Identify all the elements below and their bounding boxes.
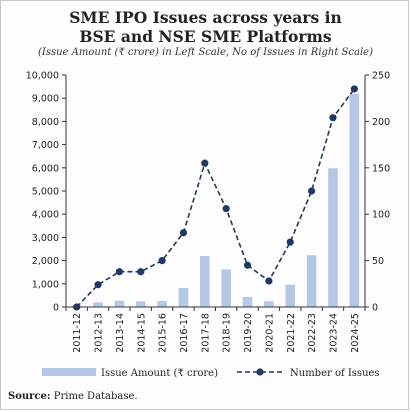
line-point-2021-22 (286, 238, 294, 246)
chart-title-line1: SME IPO Issues across years in (69, 8, 342, 27)
line-point-2015-16 (158, 257, 166, 265)
bar-2017-18 (200, 255, 210, 307)
line-point-2024-25 (350, 85, 358, 93)
left-tick-label-0: 0 (53, 303, 59, 314)
axes-group: 0 1,000 2,000 3,000 4,000 5,000 6,000 7,000 8,00… (26, 71, 390, 353)
left-tick-label-2000: 2,000 (32, 256, 59, 267)
right-tick-label-100: 100 (372, 210, 390, 221)
left-tick-label-3000: 3,000 (32, 233, 59, 244)
x-tick-label-2011-12: 2011-12 (72, 313, 83, 353)
x-tick-label-2015-16: 2015-16 (158, 313, 169, 353)
left-tick-label-8000: 8,000 (32, 117, 59, 128)
x-tick-label-2022-23: 2022-23 (307, 313, 318, 353)
right-tick-label-0: 0 (372, 303, 378, 314)
bars-group (71, 93, 360, 308)
line-point-2020-21 (265, 277, 273, 285)
left-tick-label-7000: 7,000 (32, 140, 59, 151)
line-point-2012-13 (94, 281, 102, 289)
line-point-2014-15 (137, 268, 145, 276)
bar-2015-16 (157, 300, 167, 307)
bar-2013-14 (114, 300, 125, 307)
bar-2016-17 (178, 287, 189, 307)
left-tick-label-9000: 9,000 (32, 94, 59, 105)
chart-subtitle: (Issue Amount (₹ crore) in Left Scale, N… (38, 47, 373, 58)
legend-line-label: Number of Issues (290, 368, 380, 379)
line-point-2018-19 (222, 205, 230, 213)
line-point-2016-17 (179, 229, 188, 237)
x-tick-label-2014-15: 2014-15 (136, 313, 147, 353)
source-label: Source: (8, 391, 51, 402)
x-tick-label-2020-21: 2020-21 (264, 313, 275, 353)
right-tick-label-50: 50 (372, 256, 384, 267)
chart-title-line2: BSE and NSE SME Platforms (79, 27, 332, 46)
legend-bar-label: Issue Amount (₹ crore) (101, 368, 218, 379)
x-tick-label-2023-24: 2023-24 (328, 313, 339, 353)
x-tick-label-2024-25: 2024-25 (350, 313, 361, 353)
x-tick-label-2019-20: 2019-20 (243, 313, 254, 353)
bar-2020-21 (264, 301, 274, 307)
bar-2019-20 (242, 297, 253, 307)
x-tick-label-2012-13: 2012-13 (94, 313, 105, 353)
bar-2014-15 (135, 301, 146, 307)
line-point-2019-20 (243, 261, 252, 269)
source-text: Prime Database. (53, 391, 138, 402)
x-tick-label-2013-14: 2013-14 (115, 313, 126, 353)
left-tick-label-6000: 6,000 (32, 163, 59, 174)
line-point-2022-23 (308, 187, 316, 195)
bar-2023-24 (328, 168, 338, 307)
left-tick-label-4000: 4,000 (32, 210, 59, 221)
left-tick-label-10000: 10,000 (26, 71, 59, 82)
bar-2024-25 (349, 93, 360, 308)
left-tick-label-5000: 5,000 (32, 187, 59, 198)
line-point-2017-18 (201, 159, 209, 167)
right-tick-label-150: 150 (372, 163, 390, 174)
bar-2021-22 (285, 284, 296, 307)
legend-bar-swatch (42, 368, 96, 376)
legend: Issue Amount (₹ crore) Number of Issues (42, 368, 380, 379)
left-tick-label-1000: 1,000 (32, 279, 59, 290)
line-point-2023-24 (329, 114, 337, 122)
right-tick-label-250: 250 (372, 71, 390, 82)
bar-2012-13 (93, 302, 103, 307)
x-tick-label-2017-18: 2017-18 (200, 313, 211, 353)
x-tick-label-2018-19: 2018-19 (222, 313, 233, 353)
chart-title: SME IPO Issues across years in BSE and N… (0, 8, 411, 46)
right-tick-label-200: 200 (372, 117, 390, 128)
bar-2018-19 (221, 269, 231, 307)
source-note: Source: Prime Database. (8, 391, 138, 402)
x-tick-label-2021-22: 2021-22 (286, 313, 297, 353)
bar-2022-23 (306, 255, 317, 307)
line-point-2013-14 (115, 268, 123, 276)
x-tick-label-2016-17: 2016-17 (179, 313, 190, 353)
legend-line-marker (256, 368, 264, 376)
